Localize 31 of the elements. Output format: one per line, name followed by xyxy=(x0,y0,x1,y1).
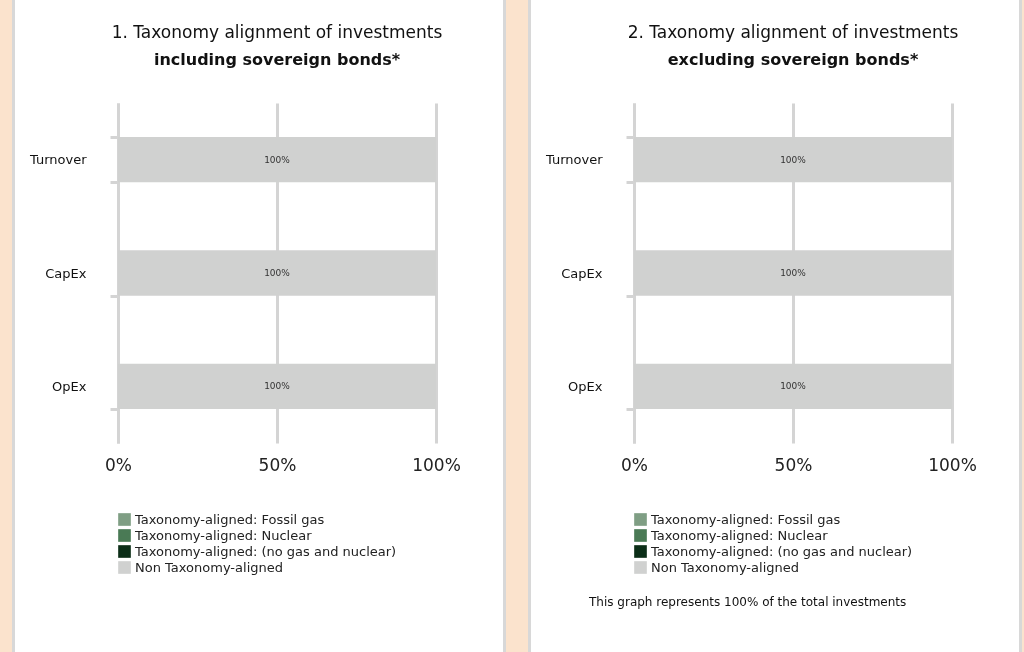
y-tick-label: CapEx xyxy=(561,265,603,281)
data-label: 100% xyxy=(264,381,291,392)
y-tick-label: OpEx xyxy=(568,378,603,394)
legend-label: Taxonomy-aligned: Fossil gas xyxy=(650,511,841,527)
legend-label: Taxonomy-aligned: Nuclear xyxy=(650,527,829,543)
y-tick-label: Turnover xyxy=(28,152,88,168)
x-tick-label: 0% xyxy=(621,454,648,475)
data-label: 100% xyxy=(780,268,807,278)
legend-label: Taxonomy-aligned: Nuclear xyxy=(134,527,313,543)
chart-title: 1. Taxonomy alignment of investments xyxy=(111,22,443,42)
x-tick-label: 50% xyxy=(774,454,813,475)
legend-label: Non Taxonomy-aligned xyxy=(651,559,799,575)
legend-label: Taxonomy-aligned: (no gas and nuclear) xyxy=(134,543,397,559)
x-tick-label: 100% xyxy=(412,454,461,475)
chart-subtitle: excluding sovereign bonds* xyxy=(667,50,919,69)
legend-label: Taxonomy-aligned: (no gas and nuclear) xyxy=(650,543,913,559)
chart-title: 2. Taxonomy alignment of investments xyxy=(627,22,959,42)
data-label: 100% xyxy=(264,268,291,278)
data-label: 100% xyxy=(780,381,807,392)
x-tick-label: 0% xyxy=(105,454,132,475)
data-label: 100% xyxy=(780,154,807,165)
y-tick-label: Turnover xyxy=(544,152,604,168)
chart-subtitle: including sovereign bonds* xyxy=(153,50,401,69)
data-label: 100% xyxy=(264,154,291,165)
legend-label: Taxonomy-aligned: Fossil gas xyxy=(134,511,325,527)
text: This graph represents 100% of the total investments xyxy=(589,595,908,609)
y-tick-label: CapEx xyxy=(45,265,87,281)
x-tick-label: 100% xyxy=(928,454,977,475)
legend-label: Non Taxonomy-aligned xyxy=(135,559,283,575)
x-tick-label: 50% xyxy=(258,454,297,475)
y-tick-label: OpEx xyxy=(52,378,87,394)
